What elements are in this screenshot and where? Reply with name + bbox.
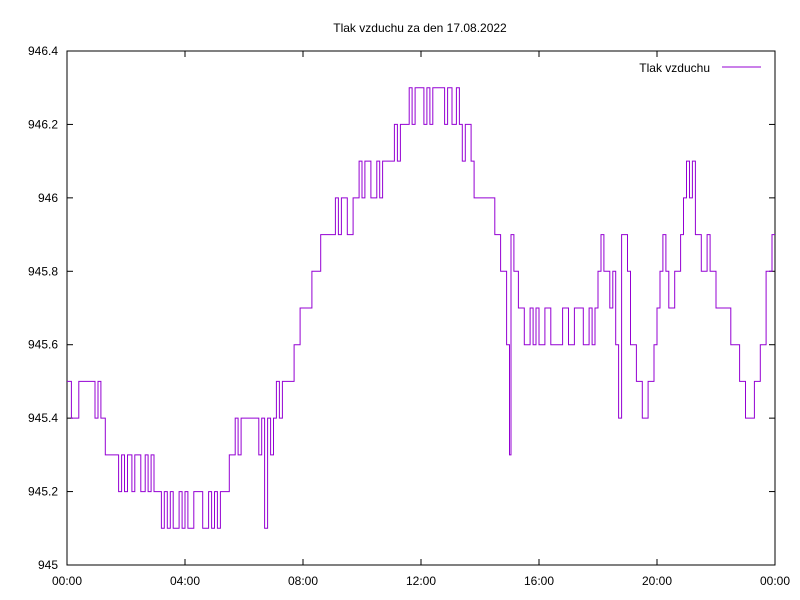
legend: Tlak vzduchu [639,61,761,75]
chart-title: Tlak vzduchu za den 17.08.2022 [333,21,507,35]
x-tick-label: 00:00 [52,574,82,588]
x-tick-label: 16:00 [524,574,554,588]
x-tick-label: 04:00 [170,574,200,588]
y-tick-label: 946.4 [28,44,58,58]
y-tick-label: 945 [38,558,58,572]
series-line [67,87,775,529]
y-axis: 945 945.2 945.4 945.6 945.8 946 946.2 946.4 [28,44,775,572]
series-layer [67,87,775,529]
y-tick-label: 945.4 [28,411,58,425]
y-tick-label: 945.6 [28,338,58,352]
y-tick-label: 945.2 [28,485,58,499]
legend-label: Tlak vzduchu [639,61,710,75]
y-tick-label: 945.8 [28,264,58,278]
y-tick-label: 946 [38,191,58,205]
y-tick-label: 946.2 [28,117,58,131]
x-axis: 00:00 04:00 08:00 12:00 16:00 20:00 00:00 [52,51,790,588]
x-tick-label: 08:00 [288,574,318,588]
x-tick-label: 00:00 [760,574,790,588]
x-tick-label: 20:00 [642,574,672,588]
x-tick-label: 12:00 [406,574,436,588]
